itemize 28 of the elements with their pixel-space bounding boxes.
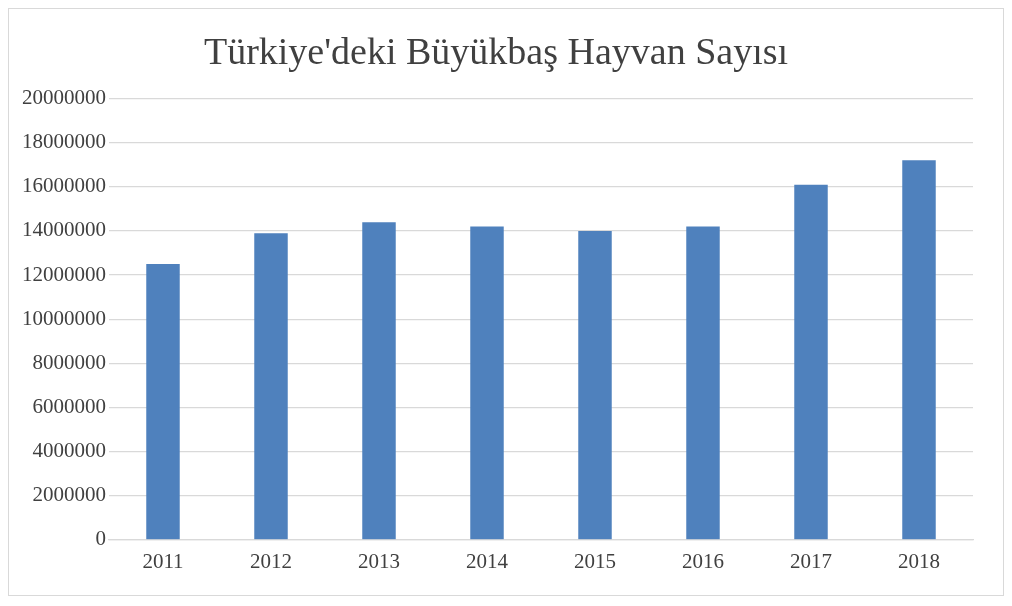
y-tick-label: 2000000 bbox=[32, 482, 106, 507]
y-tick-label: 18000000 bbox=[22, 129, 106, 154]
y-tick-label: 0 bbox=[95, 526, 106, 551]
y-tick-label: 4000000 bbox=[32, 438, 106, 463]
bar bbox=[254, 233, 288, 540]
x-tick-label: 2012 bbox=[250, 548, 292, 573]
y-tick-label: 20000000 bbox=[22, 85, 106, 110]
bar bbox=[470, 226, 504, 540]
chart-title: Türkiye'deki Büyükbaş Hayvan Sayısı bbox=[203, 29, 789, 72]
y-tick-label: 16000000 bbox=[22, 173, 106, 198]
bar bbox=[902, 160, 936, 540]
bar bbox=[146, 264, 180, 540]
y-tick-label: 14000000 bbox=[22, 217, 106, 242]
x-tick-label: 2014 bbox=[466, 548, 509, 573]
x-tick-label: 2011 bbox=[142, 548, 184, 573]
x-tick-label: 2015 bbox=[574, 548, 616, 573]
bar bbox=[578, 230, 612, 540]
bar bbox=[686, 226, 720, 540]
x-tick-label: 2018 bbox=[898, 548, 940, 573]
y-tick-label: 8000000 bbox=[32, 349, 106, 374]
x-tick-label: 2016 bbox=[682, 548, 724, 573]
y-tick-label: 6000000 bbox=[32, 393, 106, 418]
x-tick-label: 2017 bbox=[790, 548, 832, 573]
y-tick-label: 10000000 bbox=[22, 305, 106, 330]
bar bbox=[362, 222, 396, 540]
x-tick-label: 2013 bbox=[358, 548, 400, 573]
y-tick-label: 12000000 bbox=[22, 261, 106, 286]
bar bbox=[794, 184, 828, 540]
